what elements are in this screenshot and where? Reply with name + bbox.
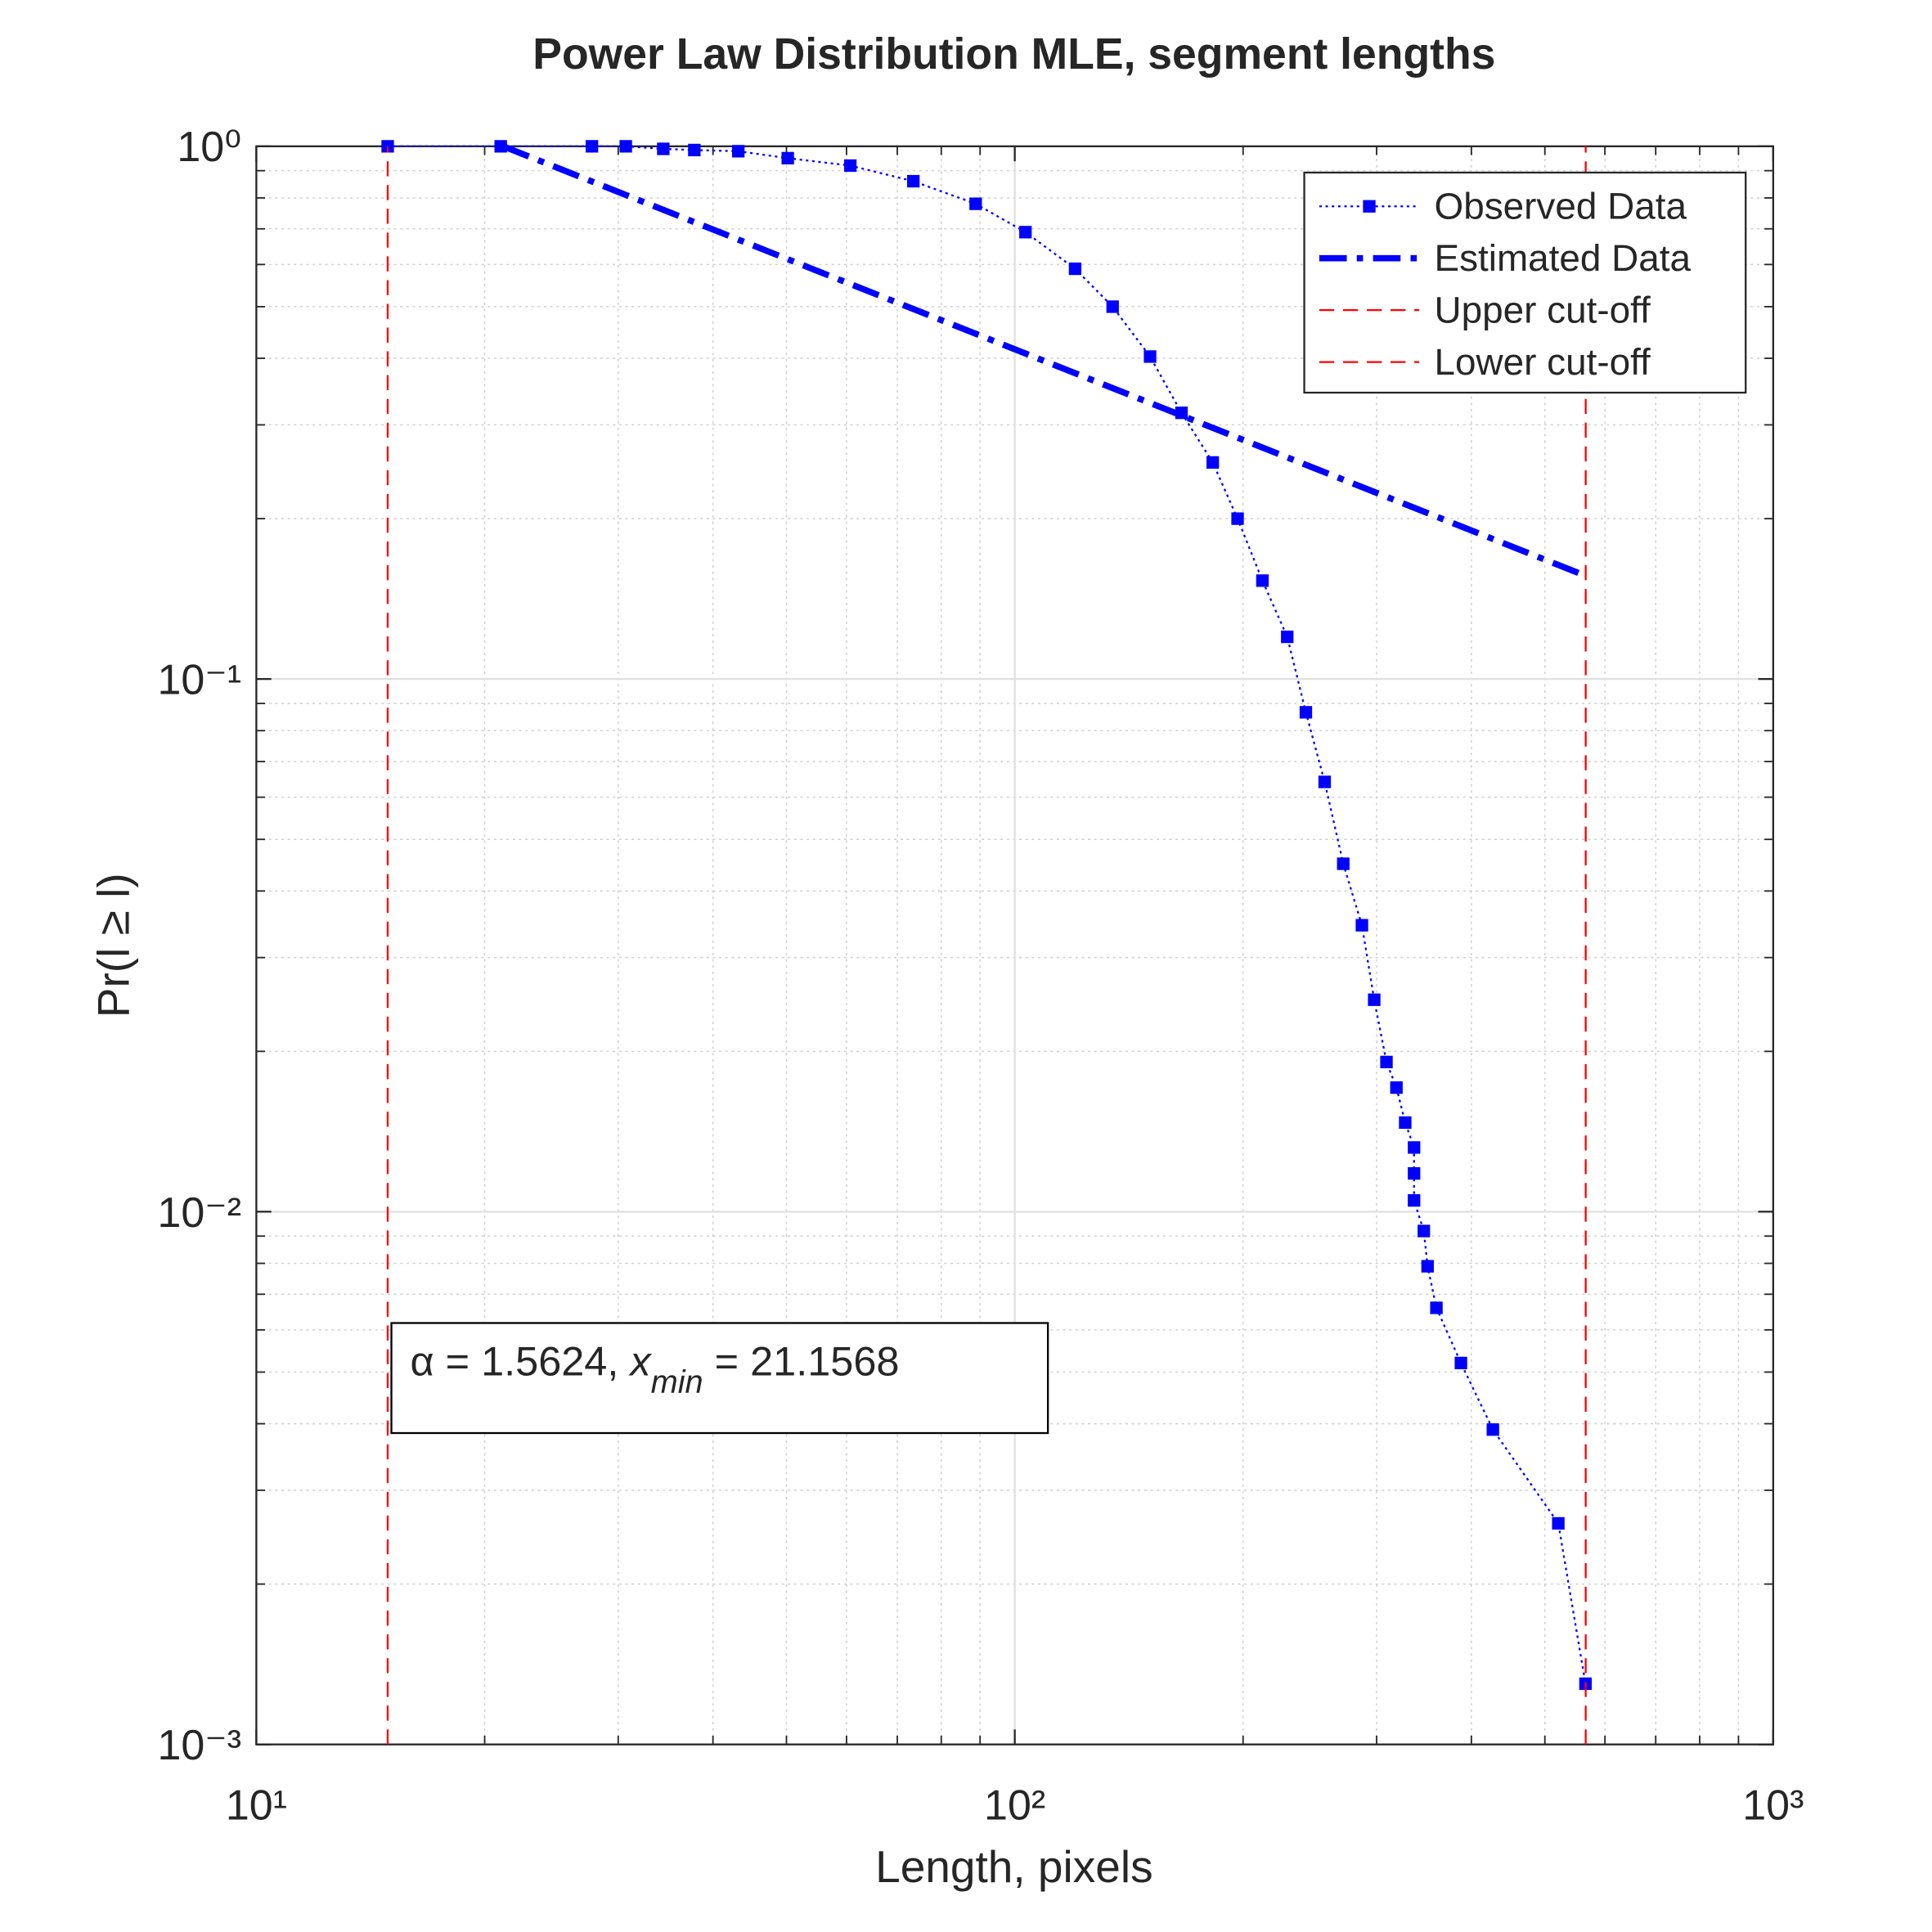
annotation-part: = 21.1568 bbox=[703, 1338, 900, 1385]
data-point bbox=[1408, 1193, 1421, 1207]
data-point bbox=[1231, 512, 1244, 525]
grid bbox=[255, 145, 1774, 1746]
y-tick-label: 10⁰ bbox=[177, 124, 241, 171]
plot-frame bbox=[255, 145, 1774, 1746]
legend-label: Observed Data bbox=[1435, 185, 1687, 227]
y-tick-label: 10⁻³ bbox=[158, 1722, 242, 1769]
data-point bbox=[1380, 1055, 1393, 1069]
data-point bbox=[688, 143, 701, 157]
data-point bbox=[1408, 1141, 1421, 1154]
data-point bbox=[1206, 456, 1220, 470]
annotation-part: x bbox=[627, 1338, 652, 1385]
series-line bbox=[501, 143, 1584, 578]
data-point bbox=[1368, 993, 1381, 1006]
data-point bbox=[1019, 226, 1032, 239]
data-point bbox=[731, 145, 745, 158]
data-point bbox=[1318, 775, 1332, 789]
data-point bbox=[1418, 1224, 1431, 1238]
legend-label: Lower cut-off bbox=[1435, 340, 1651, 383]
data-point bbox=[1355, 919, 1368, 932]
legend-label: Upper cut-off bbox=[1435, 288, 1651, 330]
data-point bbox=[1281, 630, 1294, 644]
data-point bbox=[1430, 1301, 1443, 1314]
data-point bbox=[1106, 300, 1119, 313]
data-point bbox=[843, 159, 857, 173]
y-tick-label: 10⁻¹ bbox=[158, 656, 242, 703]
data-point bbox=[619, 140, 632, 153]
data-point bbox=[1421, 1260, 1434, 1273]
data-point bbox=[586, 140, 599, 153]
x-tick-label: 10³ bbox=[1742, 1781, 1804, 1829]
data-point bbox=[1175, 407, 1188, 420]
chart-title: Power Law Distribution MLE, segment leng… bbox=[532, 30, 1495, 79]
data-point bbox=[1299, 706, 1313, 719]
annotation-part: α = 1.5624, bbox=[410, 1338, 630, 1385]
y-axis-label: Pr(l ≥ l) bbox=[88, 873, 138, 1018]
data-point bbox=[1390, 1081, 1403, 1094]
annotation: α = 1.5624, xmin = 21.1568 bbox=[410, 1338, 899, 1400]
data-point bbox=[1486, 1423, 1499, 1436]
data-point bbox=[1068, 262, 1082, 276]
annotation-part: min bbox=[651, 1364, 703, 1400]
data-point bbox=[1337, 857, 1350, 870]
data-point bbox=[906, 174, 920, 188]
data-point bbox=[1143, 350, 1157, 363]
data-point bbox=[969, 197, 982, 210]
x-tick-label: 10¹ bbox=[226, 1781, 287, 1829]
data-point bbox=[1399, 1116, 1412, 1130]
legend-box bbox=[1303, 171, 1747, 394]
data-point bbox=[1256, 574, 1269, 587]
data-point bbox=[1454, 1356, 1467, 1370]
x-tick-label: 10² bbox=[984, 1781, 1045, 1829]
annotation-box bbox=[390, 1322, 1049, 1435]
x-axis-label: Length, pixels bbox=[875, 1841, 1153, 1892]
y-tick-label: 10⁻² bbox=[158, 1189, 242, 1237]
data-point bbox=[1552, 1516, 1565, 1530]
legend-marker bbox=[1363, 200, 1376, 213]
legend-label: Estimated Data bbox=[1435, 236, 1692, 279]
data-point bbox=[1408, 1166, 1421, 1180]
data-point bbox=[781, 151, 794, 165]
data-point bbox=[657, 142, 670, 155]
